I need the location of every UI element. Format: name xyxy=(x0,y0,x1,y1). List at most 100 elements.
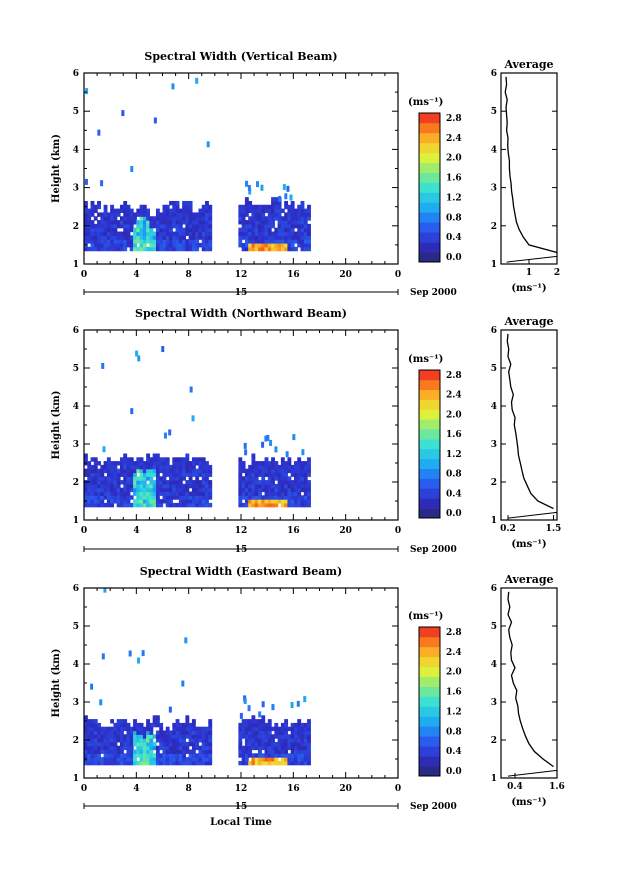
heatmap-cell xyxy=(97,495,101,500)
heatmap-cell xyxy=(87,216,92,221)
heatmap-cell xyxy=(274,749,279,754)
heatmap-cell xyxy=(303,730,308,735)
heatmap-cell xyxy=(149,457,154,462)
heatmap-cell xyxy=(159,741,164,747)
heatmap-cell xyxy=(198,738,203,743)
heatmap-cell xyxy=(106,468,111,474)
heatmap-cell xyxy=(149,487,154,493)
heatmap-cell xyxy=(87,722,92,728)
heatmap-cell xyxy=(244,239,249,244)
heatmap-cell xyxy=(280,239,285,244)
heatmap-cell xyxy=(261,487,266,493)
heatmap-cell xyxy=(93,223,98,229)
heatmap-cell xyxy=(277,749,282,754)
heatmap-cell xyxy=(103,730,108,735)
heatmap-cell xyxy=(274,499,279,504)
heatmap-cell xyxy=(244,487,249,493)
heatmap-cell xyxy=(146,487,151,493)
heatmap-cell xyxy=(133,231,137,236)
heatmap-cell xyxy=(106,749,111,754)
heatmap-cell xyxy=(126,457,131,462)
heatmap-cell xyxy=(172,204,177,210)
heatmap-cell xyxy=(287,204,292,210)
heatmap-cell xyxy=(297,491,302,496)
heatmap-cell xyxy=(87,719,92,724)
heatmap-cell xyxy=(100,239,105,244)
heatmap-cell xyxy=(162,734,167,739)
heatmap-cell xyxy=(182,468,186,474)
heatmap-cell xyxy=(238,220,243,225)
heatmap-cell xyxy=(201,246,206,252)
heatmap-cell xyxy=(175,741,180,747)
average-y-tick-label: 6 xyxy=(491,584,497,594)
heatmap-cell xyxy=(116,745,121,751)
heatmap-cell xyxy=(254,722,259,728)
heatmap-cell xyxy=(129,480,134,485)
heatmap-cell xyxy=(133,239,137,244)
heatmap-cell xyxy=(297,461,302,466)
heatmap-cell xyxy=(287,223,292,229)
heatmap-cell xyxy=(113,726,118,732)
heatmap-cell xyxy=(133,499,137,504)
x-tick-label: 4 xyxy=(133,526,139,536)
average-y-tick-label: 5 xyxy=(491,107,497,117)
spectral-width-panel-1: Spectral Width (Vertical Beam)123456Heig… xyxy=(51,50,560,298)
heatmap-cell xyxy=(300,502,305,508)
heatmap-cell xyxy=(284,757,289,762)
y-tick-label: 5 xyxy=(73,364,79,374)
heatmap-cell xyxy=(258,223,262,229)
heatmap-cell xyxy=(241,464,246,470)
heatmap-cell xyxy=(178,461,183,466)
heatmap-cell xyxy=(258,208,262,214)
heatmap-cell xyxy=(258,235,262,240)
heatmap-cell xyxy=(178,491,183,496)
heatmap-cell xyxy=(142,480,147,485)
heatmap-cell xyxy=(126,749,131,754)
heatmap-cell xyxy=(162,231,167,236)
heatmap-cell xyxy=(277,726,282,732)
heatmap-cell xyxy=(182,495,186,500)
heatmap-cell xyxy=(198,753,203,758)
heatmap-cell xyxy=(169,480,173,485)
heatmap-cell xyxy=(297,741,302,747)
heatmap-cell xyxy=(297,464,302,470)
heatmap-cell xyxy=(162,749,167,754)
heatmap-cell xyxy=(267,464,272,470)
heatmap-cell xyxy=(100,223,105,229)
heatmap-cell xyxy=(116,461,121,466)
heatmap-cell xyxy=(188,502,193,508)
heatmap-cell xyxy=(110,239,115,244)
heatmap-cell xyxy=(267,461,272,466)
heatmap-cell xyxy=(110,491,115,496)
y-tick-label: 3 xyxy=(73,184,79,194)
heatmap-cell xyxy=(142,760,147,766)
heatmap-cell xyxy=(254,208,259,214)
colorbar-band xyxy=(419,429,440,440)
heatmap-cell xyxy=(139,246,144,252)
heatmap-cell xyxy=(241,227,246,233)
heatmap-cell xyxy=(290,208,295,214)
heatmap-cell xyxy=(185,749,190,754)
heatmap-cell xyxy=(266,434,270,441)
heatmap-cell xyxy=(87,239,92,244)
heatmap-cell xyxy=(244,753,249,758)
colorbar-band xyxy=(419,468,440,479)
heatmap-cell xyxy=(169,468,173,474)
heatmap-cell xyxy=(241,719,246,724)
heatmap-cell xyxy=(93,231,98,236)
heatmap-cell xyxy=(238,499,243,504)
heatmap-cell xyxy=(133,464,137,470)
heatmap-cell xyxy=(136,231,141,236)
heatmap-cell xyxy=(206,141,210,148)
heatmap-cell xyxy=(241,242,246,248)
heatmap-cell xyxy=(208,472,213,477)
heatmap-cell xyxy=(136,464,141,470)
heatmap-cell xyxy=(175,246,180,252)
heatmap-cell xyxy=(172,722,177,728)
heatmap-cell xyxy=(254,472,259,477)
heatmap-cell xyxy=(165,502,170,508)
heatmap-cell xyxy=(155,235,160,240)
heatmap-cell xyxy=(293,212,298,217)
heatmap-cell xyxy=(175,502,180,508)
heatmap-cell xyxy=(248,502,253,508)
